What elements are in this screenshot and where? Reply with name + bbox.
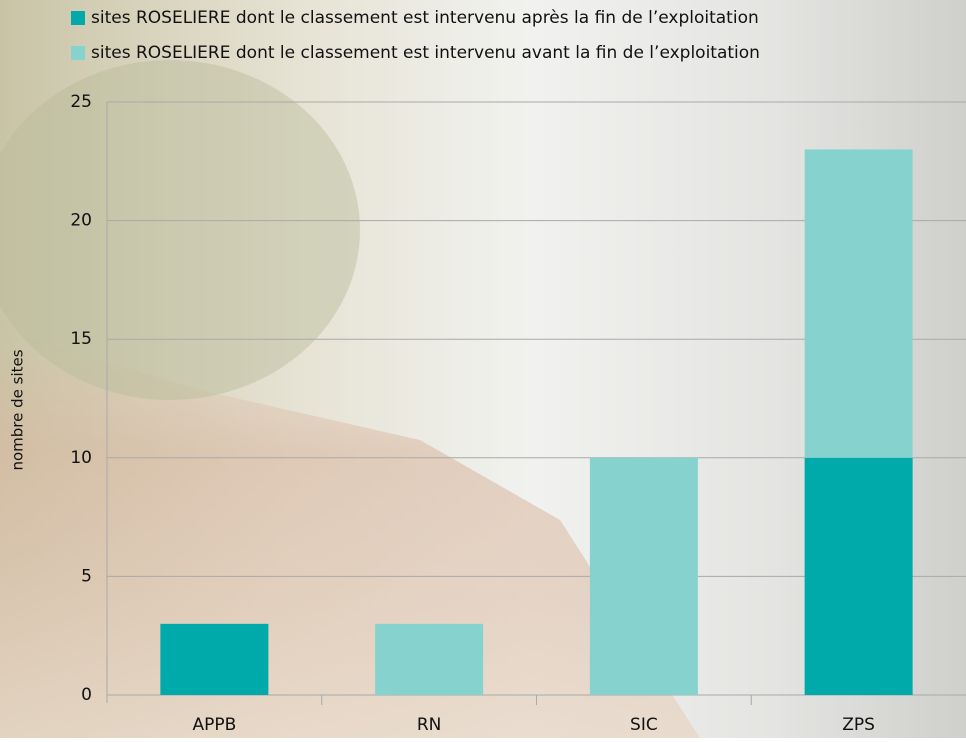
bar-segment [590,458,698,695]
y-tick-label: 25 [70,92,92,112]
legend-swatch [71,11,85,25]
legend-swatch [71,46,85,60]
x-tick-label: APPB [192,715,236,735]
y-tick-label: 5 [81,566,92,586]
x-tick-label: ZPS [842,715,875,735]
x-tick-label: RN [417,715,442,735]
y-tick-label: 10 [70,448,92,468]
x-tick-label: SIC [630,715,658,735]
y-tick-label: 0 [81,685,92,705]
bar-segment [805,458,913,695]
bar-segment [805,149,913,457]
y-tick-label: 15 [70,329,92,349]
legend-label: sites ROSELIERE dont le classement est i… [91,8,759,28]
y-tick-label: 20 [70,211,92,231]
chart: nombre de sites sites ROSELIERE dont le … [0,0,966,738]
legend-label: sites ROSELIERE dont le classement est i… [91,43,760,63]
bar-segment [375,624,483,695]
y-axis-label: nombre de sites [9,349,27,470]
bar-segment [160,624,268,695]
